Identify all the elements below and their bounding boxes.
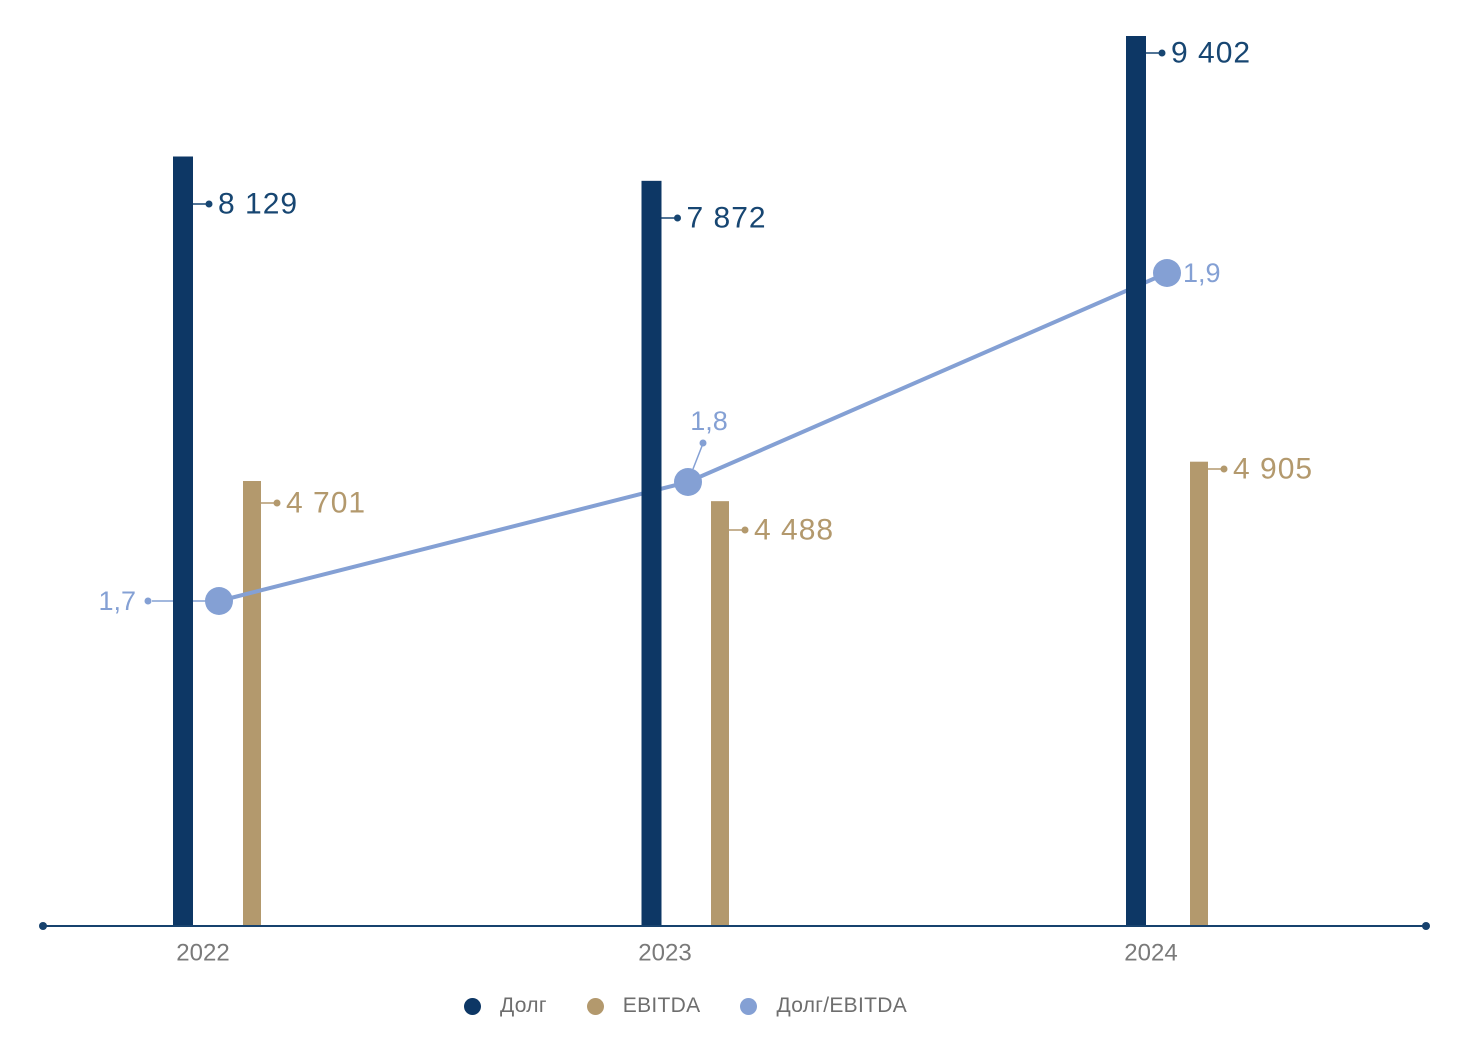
bar-callouts-group: 8 129 7 872 9 402 4 701 4 488 4 905 [193, 37, 1313, 547]
ebitda-value-label-2024-leader-dot [1220, 465, 1228, 473]
legend-dolg-dot-icon [464, 997, 481, 1015]
legend-ebitda-dot-icon [586, 997, 604, 1015]
bar-ebitda-2022[interactable] [243, 481, 261, 926]
ratio-marker-2024[interactable] [1153, 259, 1181, 287]
ratio-label-2022: 1,7 [98, 586, 136, 616]
ratio-leader-dot-2022 [144, 597, 152, 605]
legend-item-ebitda[interactable]: EBITDA [586, 994, 701, 1018]
ratio-marker-2023[interactable] [674, 468, 702, 496]
legend-item-dolg-ebitda[interactable]: Долг/EBITDA [740, 994, 907, 1018]
ebitda-value-label-2022: 4 701 [286, 487, 366, 520]
dolg-value-label-2022: 8 129 [218, 188, 298, 221]
x-axis-end-dot-icon [1422, 922, 1430, 930]
dolg-value-label-2024-leader-dot [1158, 49, 1166, 57]
bar-dolg-2024[interactable] [1126, 36, 1146, 926]
legend-dolg-ebitda-dot-icon [740, 997, 758, 1015]
legend-dolg-ebitda-label: Долг/EBITDA [776, 994, 908, 1017]
ratio-marker-2022[interactable] [205, 587, 233, 615]
debt-bars-group [173, 36, 1146, 927]
ratio-line-group [218, 271, 1168, 603]
x-axis-label-2022: 2022 [176, 940, 229, 967]
x-axis-label-2024: 2024 [1124, 940, 1177, 967]
ebitda-value-label-2023-leader-dot [741, 526, 749, 534]
ebitda-bars-group [243, 461, 1208, 926]
dolg-value-label-2022-leader-dot [205, 200, 213, 208]
legend-ebitda-label: EBITDA [622, 994, 701, 1017]
ratio-callouts-group: 1,7 1,8 1,9 [98, 258, 1220, 616]
bar-ebitda-2023[interactable] [711, 501, 729, 926]
legend-dolg-label: Долг [500, 994, 547, 1017]
x-axis-start-dot-icon [39, 922, 47, 930]
dolg-value-label-2023: 7 872 [687, 202, 767, 235]
ratio-trend-line[interactable] [218, 271, 1168, 603]
ebitda-value-label-2023: 4 488 [754, 514, 834, 547]
x-axis-label-2023: 2023 [638, 940, 691, 967]
ratio-markers-group [205, 259, 1181, 615]
ratio-leader-dot-2023 [699, 439, 707, 447]
x-axis-group: 2022 2023 2024 [39, 922, 1430, 967]
legend-item-dolg[interactable]: Долг [464, 994, 547, 1018]
bar-dolg-2023[interactable] [641, 180, 662, 927]
chart-legend: Долг EBITDA Долг/EBITDA [464, 994, 907, 1018]
ebitda-value-label-2022-leader-dot [273, 499, 281, 507]
ebitda-value-label-2024: 4 905 [1233, 453, 1313, 486]
ratio-leader-2023 [692, 445, 703, 470]
ratio-label-2023: 1,8 [690, 406, 728, 436]
dolg-value-label-2023-leader-dot [674, 214, 681, 222]
bar-ebitda-2024[interactable] [1190, 461, 1208, 926]
dolg-value-label-2024: 9 402 [1171, 37, 1251, 70]
bar-dolg-2022[interactable] [173, 156, 193, 927]
ratio-label-2024: 1,9 [1183, 258, 1221, 288]
